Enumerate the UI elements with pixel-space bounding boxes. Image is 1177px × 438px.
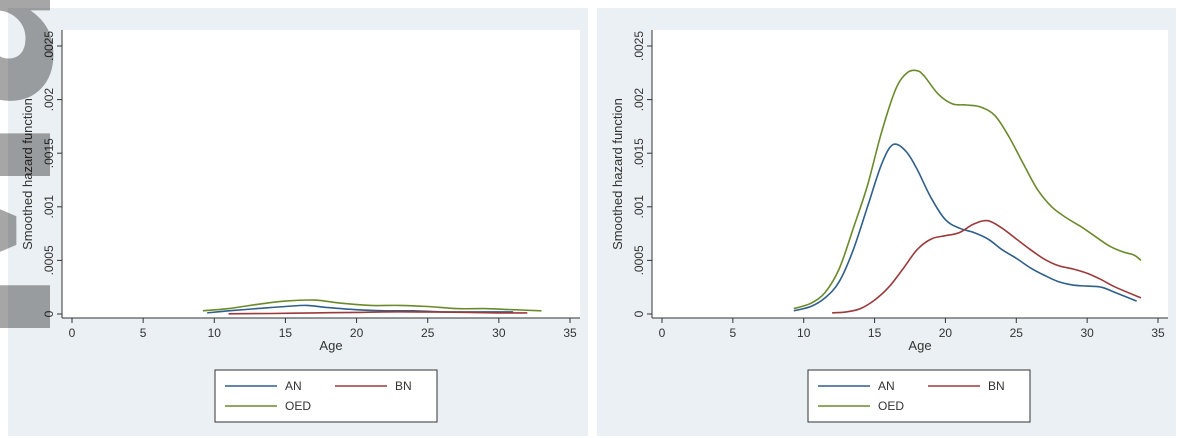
- y-tick-label: .0015: [42, 138, 56, 168]
- legend-label-bn: BN: [988, 379, 1005, 393]
- x-tick-label: 15: [868, 326, 882, 340]
- y-tick-label: .002: [42, 88, 56, 112]
- x-tick-label: 5: [730, 326, 737, 340]
- chart-panel-2: 0 .0005 .001 .0015 .002 .0025 0 5 10 15 20 25 30 35 Ag…: [597, 8, 1176, 436]
- legend-box: [214, 369, 438, 423]
- x-tick-label: 35: [563, 326, 577, 340]
- y-tick-label: .001: [632, 195, 646, 219]
- y-tick-label: .0015: [632, 138, 646, 168]
- series-line-bn: [228, 311, 528, 315]
- legend: AN BN OED: [214, 369, 438, 423]
- legend: AN BN OED: [807, 369, 1031, 423]
- x-tick-label: 30: [1080, 326, 1094, 340]
- y-axis-title: Smoothed hazard function: [610, 98, 625, 250]
- x-tick-label: 30: [492, 326, 506, 340]
- y-tick-label: .0025: [632, 31, 646, 61]
- x-tick-label: 0: [659, 326, 666, 340]
- series-line-oed: [793, 69, 1142, 310]
- x-tick-label: 25: [421, 326, 435, 340]
- legend-label-an: AN: [878, 379, 895, 393]
- x-tick-label: 0: [69, 326, 76, 340]
- plot-area: [652, 30, 1168, 318]
- y-tick-label: .0005: [42, 245, 56, 275]
- x-tick-label: 10: [797, 326, 811, 340]
- legend-box: [807, 369, 1031, 423]
- x-tick-label: 5: [140, 326, 147, 340]
- x-tick-label: 10: [208, 326, 222, 340]
- y-tick-label: 0: [42, 310, 56, 317]
- x-tick-label: 20: [939, 326, 953, 340]
- legend-label-an: AN: [285, 379, 302, 393]
- x-axis-title: Age: [319, 338, 342, 353]
- x-tick-label: 35: [1151, 326, 1165, 340]
- series-line-oed: [202, 299, 542, 312]
- x-tick-label: 25: [1010, 326, 1024, 340]
- x-tick-label: 15: [279, 326, 293, 340]
- y-tick-label: .001: [42, 195, 56, 219]
- y-tick-label: 0: [632, 310, 646, 317]
- x-tick-label: 20: [350, 326, 364, 340]
- series-line-an: [793, 143, 1137, 312]
- y-tick-label: .0005: [632, 245, 646, 275]
- series-line-bn: [832, 219, 1142, 314]
- legend-label-oed: OED: [878, 399, 904, 413]
- legend-label-oed: OED: [285, 399, 311, 413]
- y-tick-label: .0025: [42, 31, 56, 61]
- y-axis-title: Smoothed hazard function: [20, 98, 35, 250]
- plot-area: [62, 30, 580, 318]
- legend-label-bn: BN: [395, 379, 412, 393]
- x-axis-title: Age: [908, 338, 931, 353]
- chart-panel-1: 0 .0005 .001 .0015 .002 .0025 0 5 10 15 20 25 30 35 Ag…: [8, 8, 588, 436]
- y-tick-label: .002: [632, 88, 646, 112]
